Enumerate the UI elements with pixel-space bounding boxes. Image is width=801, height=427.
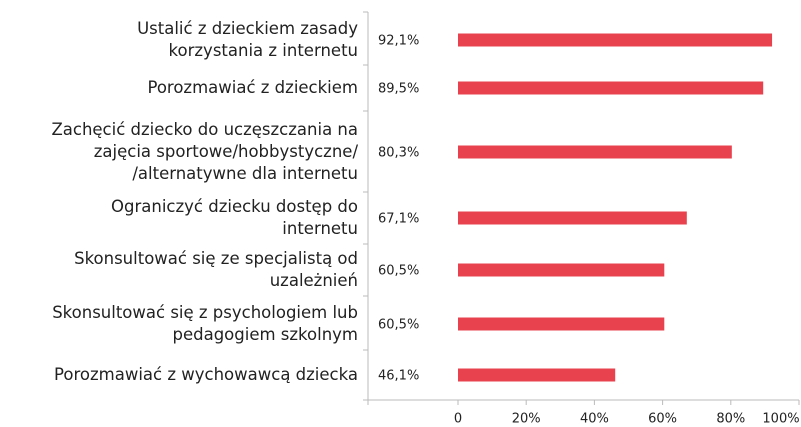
- category-label: Ustalić z dzieckiem zasady korzystania z …: [137, 19, 358, 60]
- category-label: Porozmawiać z dzieckiem: [147, 78, 358, 97]
- value-label: 67,1%: [378, 212, 419, 227]
- category-label-line: korzystania z internetu: [169, 41, 358, 60]
- value-label: 89,5%: [378, 82, 419, 97]
- category-label: Zachęcić dziecko do uczęszczania na zajęc…: [51, 120, 358, 183]
- category-label: Skonsultować się z psychologiem lub pedag…: [52, 303, 358, 344]
- category-label-line: /alternatywne dla internetu: [132, 164, 358, 183]
- category-label-line: Skonsultować się z psychologiem lub: [52, 303, 358, 322]
- bar: [458, 263, 665, 277]
- bar: [458, 145, 732, 159]
- value-label: 92,1%: [378, 34, 419, 49]
- category-label-line: zajęcia sportowe/hobbystyczne/: [94, 142, 359, 161]
- value-label: 60,5%: [378, 318, 419, 333]
- bar: [458, 33, 773, 47]
- value-label: 46,1%: [378, 369, 419, 384]
- bar: [458, 211, 687, 225]
- bar: [458, 368, 616, 382]
- x-tick-label: 80%: [716, 412, 745, 427]
- category-label-line: pedagogiem szkolnym: [172, 325, 358, 344]
- x-tick-label: 20%: [512, 412, 541, 427]
- category-label-line: Ograniczyć dziecku dostęp do: [111, 197, 358, 216]
- bar: [458, 317, 665, 331]
- x-tick-label: 100%: [762, 412, 799, 427]
- category-label-line: Skonsultować się ze specjalistą od: [74, 249, 358, 268]
- x-tick-label: 40%: [580, 412, 609, 427]
- x-tick-label: 0: [454, 412, 462, 427]
- x-tick-label: 60%: [648, 412, 677, 427]
- category-label-line: Zachęcić dziecko do uczęszczania na: [51, 120, 358, 139]
- value-label: 60,5%: [378, 264, 419, 279]
- category-label: Skonsultować się ze specjalistą od uzależ…: [74, 249, 358, 290]
- category-label-line: Ustalić z dzieckiem zasady: [137, 19, 358, 38]
- category-label: Ograniczyć dziecku dostęp do internetu: [111, 197, 358, 238]
- category-label-line: internetu: [282, 219, 358, 238]
- category-label-line: uzależnień: [270, 271, 358, 290]
- bar: [458, 81, 764, 95]
- value-label: 80,3%: [378, 146, 419, 161]
- category-label-line: Porozmawiać z dzieckiem: [147, 78, 358, 97]
- category-label: Porozmawiać z wychowawcą dziecka: [54, 365, 358, 384]
- category-label-line: Porozmawiać z wychowawcą dziecka: [54, 365, 358, 384]
